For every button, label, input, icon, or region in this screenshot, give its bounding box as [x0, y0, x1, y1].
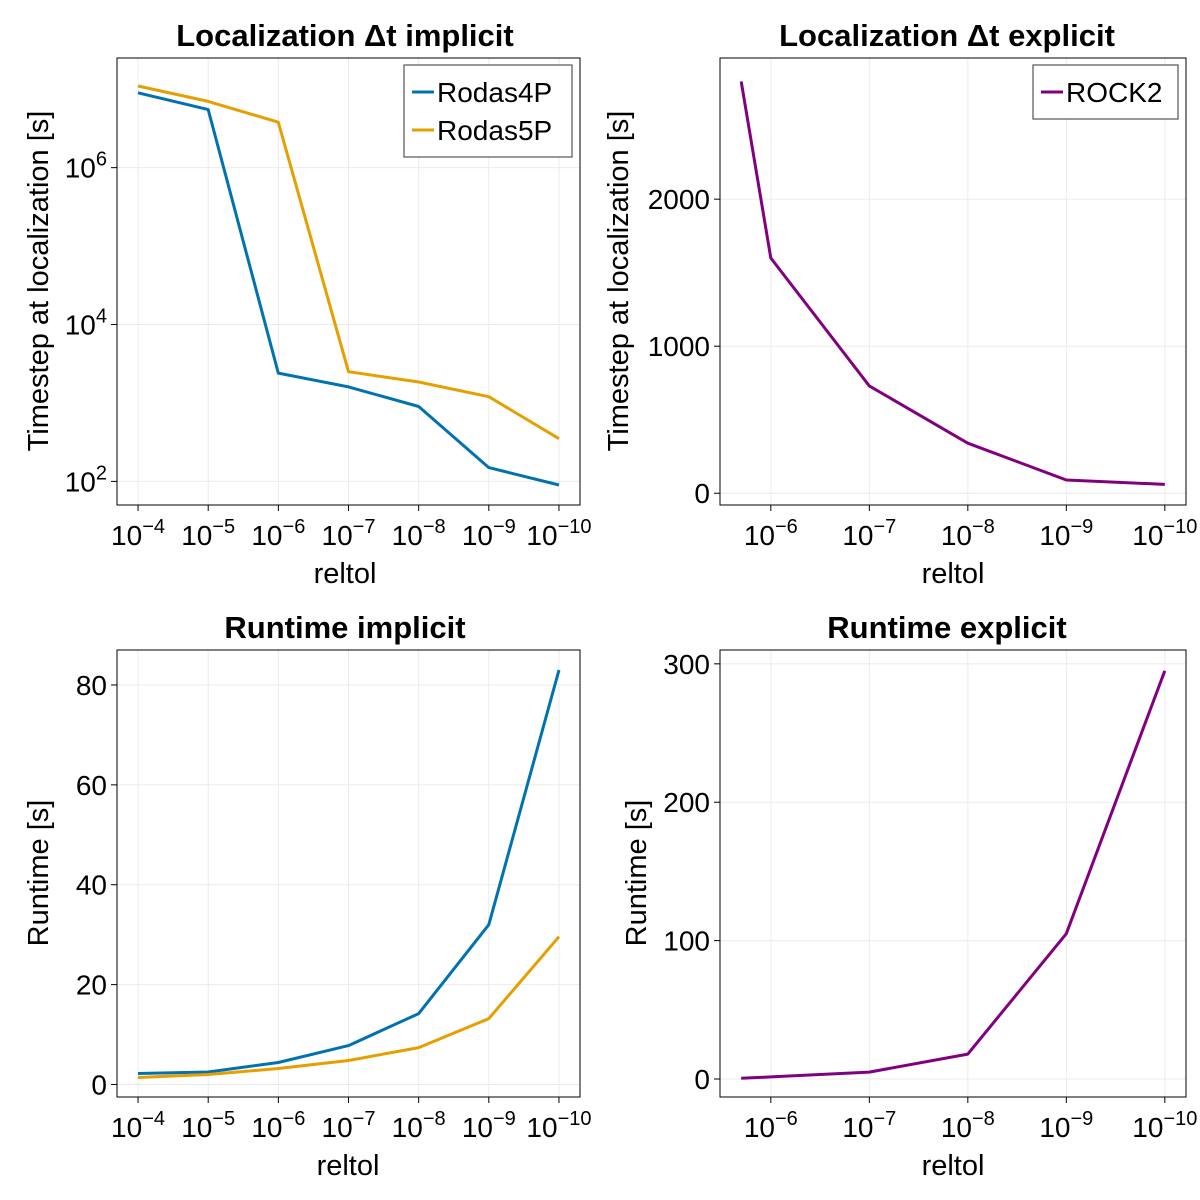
x-tick-label: 10−8: [392, 1108, 446, 1143]
y-tick-label: 80: [76, 670, 107, 701]
y-axis-label: Runtime [s]: [621, 800, 653, 947]
series-line-1: [741, 670, 1167, 1080]
legend: ROCK2: [1032, 64, 1179, 120]
x-axis-label: reltol: [314, 558, 377, 590]
chart-title: Runtime implicit: [224, 610, 465, 645]
chart-panel-4: 10−6 10−7 10−8 10−9 10−10 0 100 200 300 Runtime e…: [621, 610, 1197, 1182]
x-tick-label: 10−7: [322, 516, 376, 551]
x-tick-label: 10−10: [1132, 1108, 1197, 1143]
y-axis-label: Runtime [s]: [23, 800, 55, 947]
y-tick-label: 2000: [648, 184, 710, 215]
x-tick-label: 10−4: [111, 516, 165, 551]
y-tick-label: 200: [663, 787, 710, 818]
series-line-2: [137, 935, 561, 1079]
y-tick-label: 0: [694, 478, 710, 509]
chart-title: Localization Δt explicit: [779, 18, 1115, 53]
legend-label: ROCK2: [1066, 77, 1162, 108]
y-axis-label: Timestep at localization [s]: [603, 111, 635, 452]
chart-panel-1: 10−4 10−5 10−6 10−7 10−8 10−9 10−10 102 104 106 Lo…: [23, 18, 592, 590]
y-tick-label: 102: [65, 462, 107, 497]
legend-label: Rodas4P: [437, 77, 552, 108]
plot-frame: [719, 57, 1187, 506]
x-tick-label: 10−6: [251, 516, 305, 551]
chart-title: Runtime explicit: [827, 610, 1066, 645]
series-line-rodas4p: [137, 91, 560, 487]
y-tick-label: 1000: [648, 331, 710, 362]
x-tick-label: 10−9: [1039, 1108, 1093, 1143]
x-tick-label: 10−7: [322, 1108, 376, 1143]
x-tick-label: 10−9: [1039, 516, 1093, 551]
y-tick-label: 20: [76, 970, 107, 1001]
series-line-1: [137, 669, 561, 1075]
x-tick-label: 10−7: [842, 516, 896, 551]
x-axis-label: reltol: [922, 1150, 985, 1182]
y-tick-label: 100: [663, 926, 710, 957]
chart-panel-3: 10−4 10−5 10−6 10−7 10−8 10−9 10−10 0 20 40 60 80 Ru…: [23, 610, 592, 1182]
y-tick-label: 0: [694, 1064, 710, 1095]
series-line-rodas5p: [137, 84, 560, 440]
legend-box: [403, 64, 573, 158]
y-axis-label: Timestep at localization [s]: [23, 111, 55, 452]
x-tick-label: 10−6: [744, 516, 798, 551]
x-tick-label: 10−9: [462, 1108, 516, 1143]
x-axis-label: reltol: [317, 1150, 380, 1182]
y-tick-label: 300: [663, 649, 710, 680]
x-tick-label: 10−9: [462, 516, 516, 551]
chart-panel-2: 10−6 10−7 10−8 10−9 10−10 0 1000 2000 Localizati…: [603, 18, 1197, 590]
chart-title: Localization Δt implicit: [176, 18, 513, 53]
plot-frame: [719, 649, 1187, 1098]
x-tick-label: 10−10: [526, 516, 591, 551]
x-tick-label: 10−5: [181, 516, 235, 551]
legend: Rodas4P Rodas5P: [403, 64, 573, 158]
x-tick-label: 10−8: [392, 516, 446, 551]
x-tick-label: 10−8: [941, 1108, 995, 1143]
y-tick-label: 106: [65, 149, 107, 184]
y-tick-label: 0: [91, 1070, 107, 1101]
x-axis-label: reltol: [922, 558, 985, 590]
x-tick-label: 10−7: [842, 1108, 896, 1143]
x-tick-label: 10−5: [181, 1108, 235, 1143]
series-line-rock2: [739, 81, 1165, 486]
y-tick-label: 104: [65, 306, 107, 341]
x-tick-label: 10−10: [1132, 516, 1197, 551]
legend-label: Rodas5P: [437, 115, 552, 146]
y-tick-label: 40: [76, 870, 107, 901]
x-tick-label: 10−6: [744, 1108, 798, 1143]
y-tick-label: 60: [76, 770, 107, 801]
x-tick-label: 10−10: [526, 1108, 591, 1143]
x-tick-label: 10−6: [251, 1108, 305, 1143]
x-tick-label: 10−4: [111, 1108, 165, 1143]
x-tick-label: 10−8: [941, 516, 995, 551]
